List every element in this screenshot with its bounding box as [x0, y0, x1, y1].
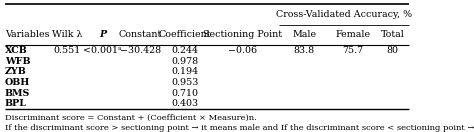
Text: P: P: [99, 30, 106, 39]
Text: ZYB: ZYB: [5, 67, 27, 76]
Text: 0.978: 0.978: [171, 57, 198, 66]
Text: −30.428: −30.428: [120, 46, 161, 55]
Text: Wilk λ: Wilk λ: [52, 30, 82, 39]
Text: Total: Total: [381, 30, 404, 39]
Text: −0.06: −0.06: [228, 46, 257, 55]
Text: 0.244: 0.244: [171, 46, 198, 55]
Text: Constant: Constant: [119, 30, 162, 39]
Text: 0.194: 0.194: [171, 67, 198, 76]
Text: BPL: BPL: [5, 99, 27, 108]
Text: 0.551: 0.551: [54, 46, 81, 55]
Text: BMS: BMS: [5, 89, 30, 98]
Text: Variables: Variables: [5, 30, 49, 39]
Text: OBH: OBH: [5, 78, 30, 87]
Text: Male: Male: [292, 30, 317, 39]
Text: Cross-Validated Accuracy, %: Cross-Validated Accuracy, %: [276, 10, 412, 19]
Text: 0.953: 0.953: [171, 78, 199, 87]
Text: Discriminant score = Constant + (Coefficient × Measure)n.: Discriminant score = Constant + (Coeffic…: [5, 114, 256, 122]
Text: 0.710: 0.710: [171, 89, 198, 98]
Text: If the discriminant score > sectioning point → it means male and If the discrimi: If the discriminant score > sectioning p…: [5, 124, 474, 132]
Text: XCB: XCB: [5, 46, 27, 55]
Text: Coefficient: Coefficient: [158, 30, 211, 39]
Text: <0.001ᵃ: <0.001ᵃ: [83, 46, 122, 55]
Text: Female: Female: [336, 30, 371, 39]
Text: WFB: WFB: [5, 57, 30, 66]
Text: Sectioning Point: Sectioning Point: [203, 30, 283, 39]
Text: 0.403: 0.403: [171, 99, 198, 108]
Text: 83.8: 83.8: [294, 46, 315, 55]
Text: 80: 80: [387, 46, 399, 55]
Text: 75.7: 75.7: [343, 46, 364, 55]
